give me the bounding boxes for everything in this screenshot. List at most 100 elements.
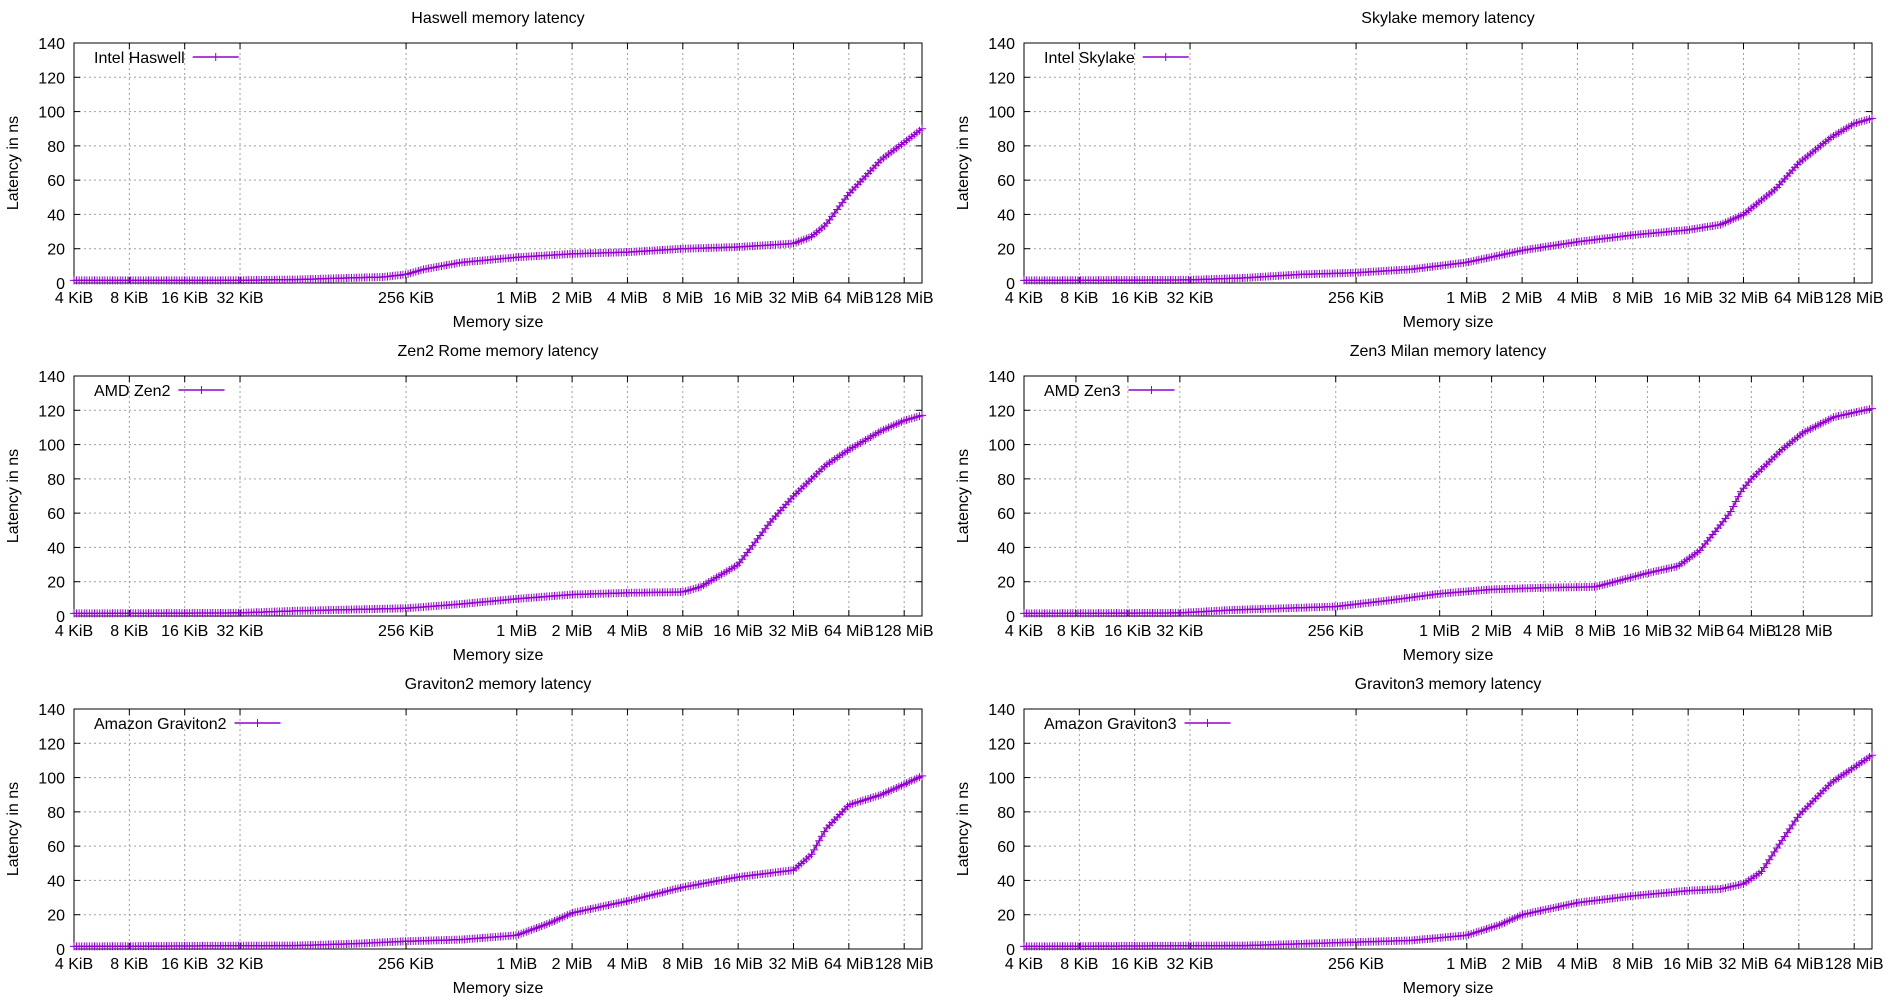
data-point-marker	[1729, 502, 1738, 511]
x-tick-label: 4 KiB	[55, 956, 93, 973]
x-tick-label: 2 MiB	[552, 290, 593, 307]
x-tick-label: 2 MiB	[1502, 290, 1543, 307]
legend-swatch-marker	[197, 386, 206, 394]
y-tick-label: 120	[988, 736, 1015, 753]
x-tick-label: 8 MiB	[662, 290, 703, 307]
x-tick-label: 32 MiB	[769, 290, 819, 307]
x-tick-label: 32 KiB	[216, 956, 263, 973]
x-tick-label: 32 MiB	[1719, 290, 1769, 307]
y-axis-label: Latency in ns	[5, 449, 22, 543]
x-tick-label: 8 MiB	[662, 956, 703, 973]
x-tick-label: 2 MiB	[1502, 956, 1543, 973]
y-tick-label: 0	[56, 276, 65, 293]
y-axis-label: Latency in ns	[5, 782, 22, 876]
x-tick-label: 4 KiB	[55, 290, 93, 307]
legend: AMD Zen2	[94, 383, 225, 400]
y-tick-label: 100	[38, 438, 65, 455]
y-tick-label: 60	[47, 506, 65, 523]
series-line	[1024, 117, 1873, 282]
y-tick-label: 80	[47, 805, 65, 822]
data-point-marker	[1868, 751, 1876, 760]
y-tick-label: 0	[56, 609, 65, 626]
x-axis-label: Memory size	[453, 647, 544, 664]
x-tick-label: 256 KiB	[1328, 956, 1384, 973]
y-tick-label: 20	[997, 242, 1015, 259]
x-tick-label: 2 MiB	[552, 623, 593, 640]
data-point-marker	[1726, 507, 1735, 516]
y-tick-label: 120	[38, 70, 65, 87]
data-point-marker	[817, 832, 826, 841]
x-tick-label: 4 MiB	[607, 956, 648, 973]
data-point-marker	[918, 411, 926, 420]
data-point-marker	[815, 836, 824, 845]
y-tick-label: 140	[38, 369, 65, 386]
x-tick-label: 32 KiB	[216, 623, 263, 640]
plot-frame	[73, 375, 923, 617]
x-tick-label: 32 KiB	[1156, 623, 1203, 640]
x-tick-label: 4 MiB	[607, 290, 648, 307]
data-point-marker	[1868, 404, 1876, 413]
x-tick-label: 4 MiB	[1523, 623, 1564, 640]
x-tick-label: 32 MiB	[769, 623, 819, 640]
legend-swatch-marker	[1161, 53, 1170, 61]
x-tick-label: 64 MiB	[824, 956, 874, 973]
y-tick-label: 40	[997, 207, 1015, 224]
y-tick-label: 60	[47, 839, 65, 856]
y-tick-label: 140	[988, 369, 1015, 386]
y-tick-label: 40	[47, 873, 65, 890]
x-tick-label: 1 MiB	[496, 956, 537, 973]
y-axis-label: Latency in ns	[955, 449, 972, 543]
y-tick-label: 140	[988, 36, 1015, 53]
x-tick-label: 32 MiB	[1719, 956, 1769, 973]
x-tick-label: 1 MiB	[1446, 956, 1487, 973]
legend-swatch-marker	[253, 719, 262, 727]
x-axis-label: Memory size	[1403, 980, 1494, 997]
x-tick-label: 1 MiB	[496, 290, 537, 307]
legend-label: AMD Zen2	[94, 383, 171, 400]
chart-title: Zen2 Rome memory latency	[398, 343, 599, 360]
x-tick-label: 16 MiB	[1663, 290, 1713, 307]
legend-swatch-marker	[1203, 719, 1212, 727]
x-tick-label: 8 KiB	[1060, 290, 1098, 307]
plot-frame	[1023, 375, 1873, 617]
series-markers	[1020, 751, 1876, 951]
x-tick-label: 4 MiB	[1557, 290, 1598, 307]
x-tick-label: 4 KiB	[1005, 290, 1043, 307]
x-tick-label: 8 KiB	[1060, 956, 1098, 973]
y-axis-label: Latency in ns	[955, 782, 972, 876]
y-tick-label: 140	[38, 702, 65, 719]
legend: AMD Zen3	[1044, 383, 1175, 400]
x-tick-label: 4 KiB	[55, 623, 93, 640]
x-tick-label: 8 MiB	[1575, 623, 1616, 640]
data-point-marker	[807, 850, 816, 859]
y-tick-label: 60	[47, 173, 65, 190]
y-tick-label: 80	[997, 139, 1015, 156]
x-tick-label: 8 KiB	[1057, 623, 1095, 640]
y-tick-label: 20	[997, 908, 1015, 925]
y-tick-label: 60	[997, 506, 1015, 523]
plot-frame	[1023, 42, 1873, 284]
y-tick-label: 40	[47, 207, 65, 224]
x-tick-label: 128 MiB	[1774, 623, 1833, 640]
x-tick-label: 16 KiB	[1111, 290, 1158, 307]
x-axis-label: Memory size	[453, 314, 544, 331]
chart-title: Graviton2 memory latency	[405, 676, 592, 693]
legend: Intel Skylake	[1044, 50, 1189, 67]
y-tick-label: 100	[38, 105, 65, 122]
y-tick-label: 80	[997, 472, 1015, 489]
x-tick-label: 64 MiB	[1774, 290, 1824, 307]
y-tick-label: 120	[988, 403, 1015, 420]
legend: Amazon Graviton2	[94, 716, 281, 733]
series-markers	[70, 124, 926, 285]
y-tick-label: 40	[47, 540, 65, 557]
series-line	[1024, 754, 1873, 948]
plot-frame	[73, 42, 923, 284]
x-tick-label: 32 KiB	[1166, 290, 1213, 307]
x-tick-label: 256 KiB	[378, 623, 434, 640]
y-tick-label: 140	[38, 36, 65, 53]
x-tick-label: 16 KiB	[161, 623, 208, 640]
x-tick-label: 16 MiB	[1663, 956, 1713, 973]
plot-frame	[73, 708, 923, 950]
chart-title: Haswell memory latency	[411, 10, 584, 27]
